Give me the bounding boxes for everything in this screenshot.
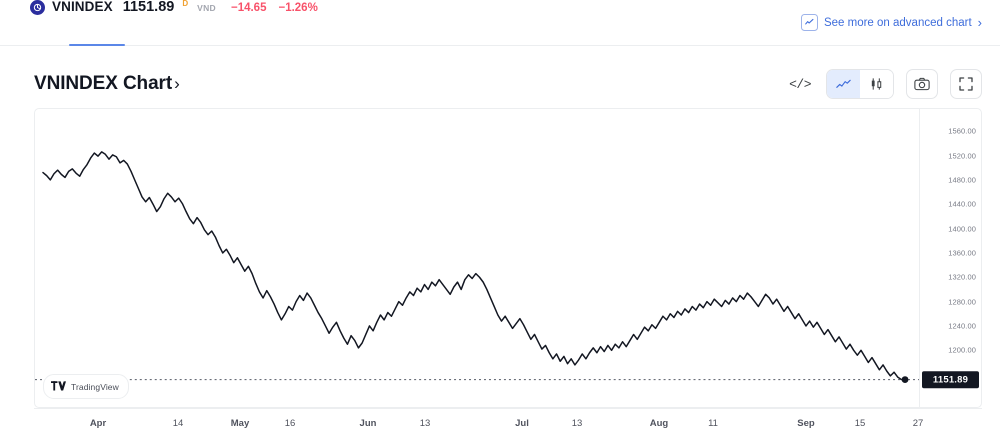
- ticker-price-superscript: D: [182, 0, 189, 8]
- fullscreen-icon[interactable]: [950, 69, 982, 99]
- page-title[interactable]: VNINDEX Chart ›: [34, 73, 180, 95]
- tradingview-watermark-label: TradingView: [71, 381, 119, 392]
- active-tab-indicator: [69, 43, 125, 46]
- mini-chart-icon: [800, 14, 818, 31]
- camera-snapshot-icon[interactable]: [906, 69, 938, 99]
- price-axis-tick: 1560.00: [948, 126, 976, 136]
- ticker-symbol: VNINDEX: [52, 0, 113, 14]
- vnindex-logo-icon: [30, 0, 45, 15]
- time-axis-tick: Aug: [649, 418, 669, 429]
- ticker-change-percent: −1.26%: [278, 2, 318, 14]
- price-axis-tick: 1400.00: [948, 224, 976, 234]
- price-axis-tick: 1320.00: [948, 272, 976, 282]
- see-more-advanced-chart-label: See more on advanced chart: [823, 16, 972, 29]
- ticker-summary[interactable]: VNINDEX 1151.89 D VND −14.65 −1.26%: [30, 0, 318, 46]
- title-chevron-icon: ›: [174, 74, 180, 93]
- last-price-marker: [901, 376, 909, 383]
- see-more-advanced-chart-link[interactable]: See more on advanced chart ›: [800, 14, 982, 31]
- price-line-series: [35, 151, 920, 383]
- chart-panel[interactable]: 1560.00 1520.00 1480.00 1440.00 1400.00 1360.…: [34, 108, 982, 408]
- candlestick-chart-icon[interactable]: [860, 70, 893, 98]
- current-price-badge: 1151.89: [922, 370, 979, 389]
- price-axis[interactable]: 1560.00 1520.00 1480.00 1440.00 1400.00 1360.…: [919, 109, 981, 407]
- time-axis-tick: 27: [912, 418, 924, 429]
- price-axis-tick: 1200.00: [948, 345, 976, 355]
- chart-plot-area[interactable]: [35, 109, 920, 407]
- time-axis-tick: Jul: [515, 418, 529, 429]
- code-embed-icon[interactable]: </>: [789, 76, 811, 92]
- page-title-text: VNINDEX Chart: [34, 73, 173, 94]
- time-axis-tick: 15: [854, 418, 866, 429]
- time-axis-tick: 11: [708, 418, 718, 429]
- tradingview-logo-icon: [51, 378, 66, 396]
- tradingview-watermark[interactable]: TradingView: [43, 374, 129, 399]
- price-line-path: [42, 151, 906, 381]
- price-axis-tick: 1240.00: [948, 321, 976, 331]
- chart-toolbar: </>: [786, 69, 982, 99]
- time-axis-tick: 14: [172, 418, 184, 429]
- ticker-price: 1151.89: [122, 0, 175, 15]
- time-axis-tick: 13: [571, 418, 583, 429]
- price-axis-tick: 1360.00: [948, 248, 976, 258]
- time-axis[interactable]: Apr 14 May 16 Jun 13 Jul 13 Aug 11 Sep 15 27: [34, 408, 982, 439]
- time-axis-tick: Sep: [797, 418, 815, 429]
- time-axis-tick: Apr: [89, 418, 107, 429]
- ticker-bar: VNINDEX 1151.89 D VND −14.65 −1.26% See …: [0, 0, 1000, 46]
- line-chart-icon[interactable]: [827, 70, 860, 98]
- time-axis-tick: 13: [419, 418, 431, 429]
- ticker-currency: VND: [197, 3, 216, 13]
- price-axis-tick: 1480.00: [948, 175, 976, 185]
- time-axis-tick: Jun: [359, 418, 377, 429]
- chart-header: VNINDEX Chart › </>: [0, 60, 1000, 108]
- time-axis-tick: May: [230, 418, 250, 429]
- ticker-change-absolute: −14.65: [230, 2, 267, 14]
- series-type-toggle-group: [826, 69, 894, 99]
- price-axis-tick: 1520.00: [948, 151, 976, 160]
- price-axis-tick: 1280.00: [948, 297, 976, 307]
- time-axis-tick: 16: [284, 418, 296, 429]
- price-axis-tick: 1440.00: [948, 199, 976, 209]
- chevron-right-icon: ›: [977, 14, 982, 30]
